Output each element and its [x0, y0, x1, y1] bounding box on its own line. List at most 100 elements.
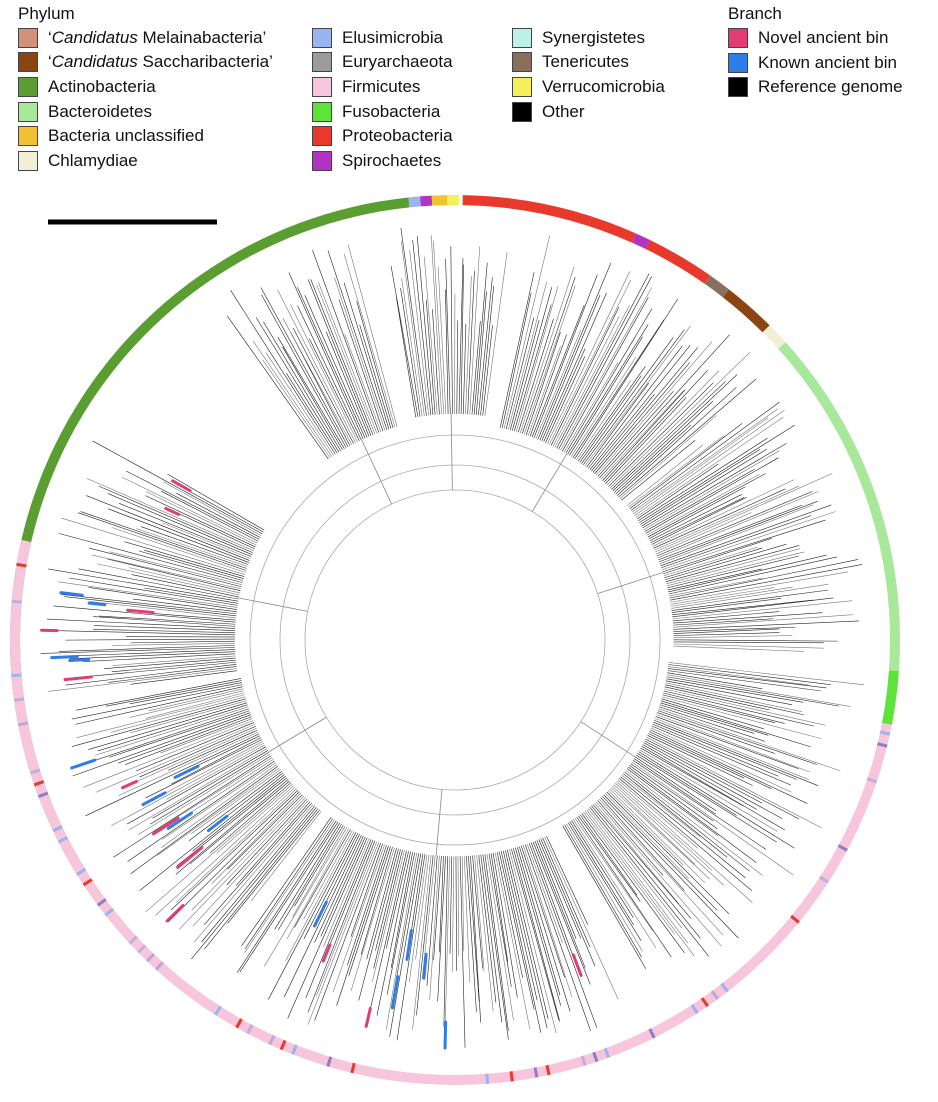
tree-branch [366, 850, 407, 1027]
tree-branch [318, 282, 378, 434]
tree-branch [426, 855, 438, 986]
tree-branch [98, 615, 236, 625]
tree-branch [658, 504, 803, 561]
phylum-legend-item: Proteobacteria [312, 126, 453, 146]
tree-branch [657, 491, 819, 559]
tree-branch [615, 782, 713, 871]
tree-branch [360, 847, 393, 955]
ring-stripe [11, 599, 22, 604]
tree-branch [312, 249, 380, 433]
ring-stripe [866, 777, 878, 784]
ancient-bin-tip [171, 479, 192, 493]
tree-branch [654, 720, 819, 786]
legend-swatch [18, 52, 38, 72]
tree-branch [563, 362, 619, 453]
tree-branch [320, 836, 366, 937]
tree-branch [597, 800, 664, 876]
legend-swatch [512, 52, 532, 72]
tree-branch [639, 424, 795, 523]
ring-stripe [580, 1055, 587, 1067]
tree-branch [540, 838, 596, 967]
tree-branch [662, 694, 776, 724]
ring-stripe [96, 898, 107, 907]
ring-stripe [350, 1062, 356, 1074]
tree-branch [145, 783, 293, 913]
tree-branch [322, 840, 374, 962]
tree-branch [145, 692, 245, 719]
phylum-legend-title: Phylum [18, 4, 75, 23]
tree-branch [461, 856, 465, 952]
tree-branch [307, 840, 376, 1013]
tree-branch [456, 320, 459, 414]
tree-branch [660, 702, 769, 736]
tree-branch [661, 511, 836, 571]
tree-branch [58, 581, 238, 608]
tree-branch [521, 845, 565, 978]
tree-branch [572, 819, 657, 948]
tree-branch [588, 808, 683, 929]
tree-branch [400, 288, 421, 417]
tree-branch [251, 811, 322, 901]
tree-branch [327, 250, 388, 430]
tree-branch [88, 587, 237, 610]
tree-branch [472, 855, 483, 969]
tree-branch [396, 854, 426, 1041]
tree-branch [505, 317, 535, 430]
tree-branch [457, 856, 459, 956]
tree-branch [638, 437, 768, 522]
ancient-bin-tip [68, 658, 91, 663]
tree-branch [546, 835, 589, 925]
tree-branch [673, 626, 796, 632]
tree-branch [429, 855, 440, 1000]
ring-stripe [592, 1051, 599, 1063]
ancient-bin-tip [390, 975, 400, 1010]
tree-branch [155, 786, 296, 916]
tree-branch [645, 738, 800, 820]
legend-label: Novel ancient bin [758, 28, 889, 47]
tree-branch [343, 282, 390, 430]
tree-branch [396, 297, 417, 418]
tree-branch [93, 625, 236, 631]
tree-branch [596, 341, 713, 476]
tree-branch [107, 558, 241, 592]
tree-branch [513, 304, 552, 432]
tree-branch [88, 547, 242, 588]
tree-branch [108, 666, 237, 683]
tree-branch [513, 848, 561, 1022]
tree-branch [577, 366, 646, 462]
tree-branch [556, 273, 650, 449]
tree-branch [255, 317, 340, 453]
tree-branch [630, 401, 780, 511]
legend-swatch [312, 28, 332, 48]
tree-branch [641, 745, 785, 831]
tree-branch [651, 497, 747, 545]
tree-branches [40, 227, 865, 1049]
legend-label: Elusimicrobia [342, 28, 444, 47]
ring-stripe [700, 997, 709, 1008]
tree-branch [532, 841, 591, 985]
tree-branch [94, 706, 249, 756]
legend-swatch [512, 77, 532, 97]
tree-branch [619, 778, 753, 892]
ring-stripe [75, 867, 87, 876]
tree-branch [85, 733, 260, 817]
tree-branch [71, 708, 249, 769]
tree-branch [531, 304, 585, 438]
legend-swatch [312, 52, 332, 72]
ring-stripe [29, 768, 41, 775]
tree-branch [584, 325, 691, 467]
phylum-legend-item: ‘Candidatus Melainabacteria’ [18, 28, 266, 48]
tree-branch [673, 639, 838, 642]
tree-branch [482, 854, 509, 1040]
tree-branch [416, 855, 434, 1016]
tree-branch [665, 682, 802, 712]
tree-branch [670, 571, 849, 603]
tree-branch [163, 481, 262, 536]
tree-branch [334, 277, 386, 431]
tree-branch [451, 856, 455, 973]
tree-branch [648, 733, 745, 779]
tree-branch [499, 272, 535, 428]
tree-branch [615, 424, 692, 495]
tree-branch [252, 340, 333, 457]
tree-branch [226, 798, 308, 886]
